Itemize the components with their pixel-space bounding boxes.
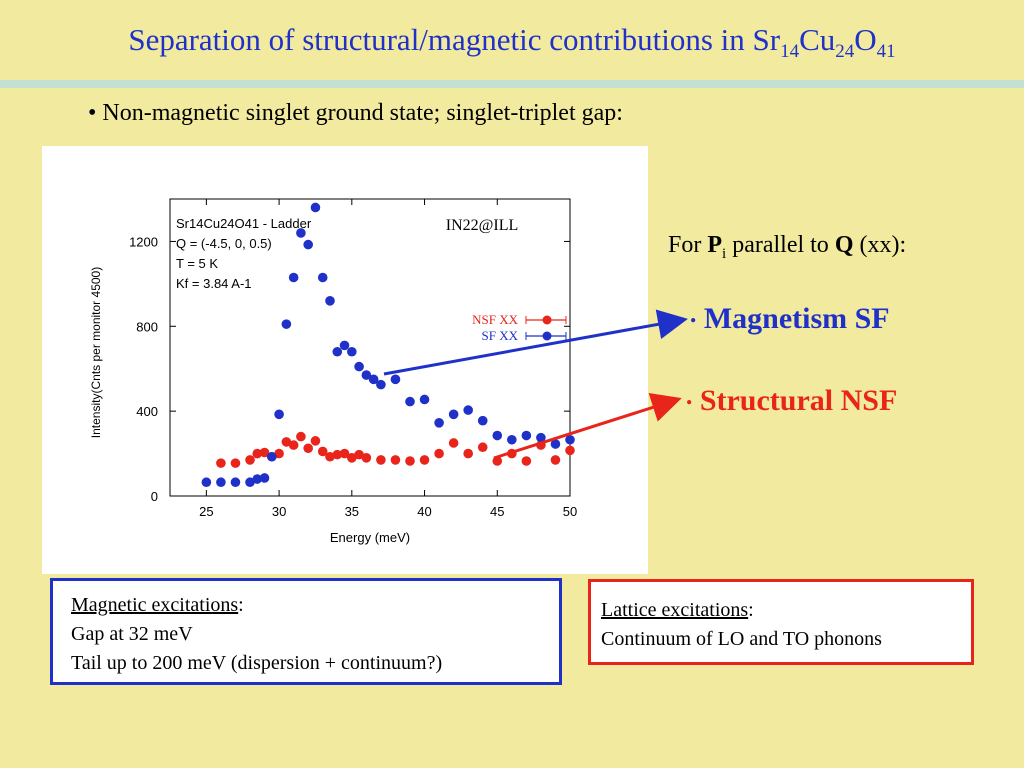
data-point xyxy=(303,443,313,454)
x-tick-label: 30 xyxy=(272,504,286,519)
x-axis-label: Energy (meV) xyxy=(330,530,410,545)
data-point xyxy=(448,438,459,448)
x-tick-label: 25 xyxy=(199,504,213,519)
data-point xyxy=(405,396,415,407)
data-point xyxy=(296,431,306,442)
data-point xyxy=(390,374,401,385)
y-axis-label: Intensity(Cnts per monitor 4500) xyxy=(89,267,103,438)
data-point xyxy=(565,445,575,456)
legend-label: NSF XX xyxy=(472,312,518,327)
legend-label: SF XX xyxy=(482,328,519,343)
data-point xyxy=(230,477,241,488)
data-point xyxy=(405,456,415,466)
data-point xyxy=(550,439,561,449)
plot-panel: 25 30 35 40 45 50 0 400 800 1200 Energy (meV) Inten… xyxy=(42,146,648,574)
data-point xyxy=(230,458,241,468)
info-line: T = 5 K xyxy=(176,256,218,271)
data-point xyxy=(259,447,270,458)
data-point xyxy=(310,202,321,213)
slide-title: Separation of structural/magnetic contri… xyxy=(128,22,896,63)
data-point xyxy=(536,432,546,443)
data-point xyxy=(521,456,532,466)
data-point xyxy=(361,453,372,463)
data-point xyxy=(252,474,263,484)
data-point xyxy=(368,374,379,385)
data-point xyxy=(317,446,328,457)
data-point xyxy=(492,456,503,466)
data-point xyxy=(419,455,430,465)
data-point xyxy=(245,477,255,488)
lattice-excitations-box: Lattice excitations: Continuum of LO and… xyxy=(588,579,974,665)
data-point xyxy=(565,434,575,445)
title-divider xyxy=(0,80,1024,88)
data-point xyxy=(339,448,350,459)
data-point xyxy=(434,448,444,459)
data-point xyxy=(317,272,328,283)
data-point xyxy=(507,434,517,445)
data-point xyxy=(303,239,313,250)
y-tick-label: 800 xyxy=(136,319,158,334)
data-point xyxy=(376,455,386,465)
data-point xyxy=(376,379,386,390)
data-point xyxy=(463,448,473,459)
data-point xyxy=(390,455,401,465)
data-point xyxy=(332,449,343,460)
data-point xyxy=(361,370,372,380)
data-point xyxy=(521,430,532,441)
data-point xyxy=(259,473,270,483)
data-point xyxy=(267,451,277,462)
magnetism-bullet: • Magnetism SF xyxy=(690,302,890,335)
data-point xyxy=(463,405,473,415)
data-point xyxy=(201,477,212,488)
polarization-line: For Pi parallel to Q (xx): xyxy=(668,232,907,262)
x-tick-label: 35 xyxy=(345,504,359,519)
info-line: Q = (-4.5, 0, 0.5) xyxy=(176,236,272,251)
gap-bullet: • Non-magnetic singlet ground state; sin… xyxy=(88,100,623,126)
scatter-chart: 25 30 35 40 45 50 0 400 800 1200 Energy (meV) Inten… xyxy=(89,198,577,545)
y-tick-label: 1200 xyxy=(129,234,158,249)
data-point xyxy=(216,458,226,468)
magnetic-excitations-box: Magnetic excitations: Gap at 32 meV Tail… xyxy=(50,578,562,685)
legend-marker xyxy=(542,315,552,325)
data-point xyxy=(507,448,517,459)
info-line: Kf = 3.84 A-1 xyxy=(176,276,252,291)
data-point xyxy=(325,296,335,306)
data-point xyxy=(310,436,321,446)
data-point xyxy=(288,440,299,450)
data-point xyxy=(296,228,306,238)
data-point xyxy=(274,448,284,459)
data-point xyxy=(332,346,343,357)
structural-bullet: • Structural NSF xyxy=(686,384,898,417)
data-point xyxy=(252,448,263,459)
data-point xyxy=(419,394,430,405)
y-tick-label: 400 xyxy=(136,404,158,419)
data-point xyxy=(325,451,335,462)
x-tick-label: 40 xyxy=(417,504,431,519)
data-point xyxy=(288,272,299,283)
data-point xyxy=(347,346,357,357)
data-point xyxy=(347,453,357,463)
data-point xyxy=(492,430,503,441)
data-point xyxy=(448,409,459,420)
data-point xyxy=(245,455,255,465)
data-point xyxy=(477,442,488,453)
instrument-label: IN22@ILL xyxy=(446,217,519,234)
data-point xyxy=(434,418,444,428)
data-point xyxy=(354,449,364,460)
data-point xyxy=(339,340,350,351)
data-point xyxy=(274,409,284,420)
info-line: Sr14Cu24O41 - Ladder xyxy=(176,216,312,231)
x-tick-label: 50 xyxy=(563,504,577,519)
data-point xyxy=(216,477,226,488)
data-point xyxy=(354,361,364,372)
x-tick-label: 45 xyxy=(490,504,504,519)
data-point xyxy=(281,319,292,329)
legend-marker xyxy=(542,331,552,341)
data-point xyxy=(477,415,488,426)
data-point xyxy=(281,437,292,447)
data-point xyxy=(550,455,561,465)
y-tick-label: 0 xyxy=(151,489,158,504)
